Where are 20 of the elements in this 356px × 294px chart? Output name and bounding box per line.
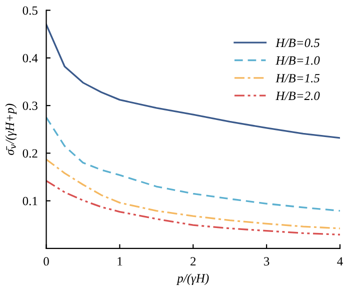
line-series: [46, 158, 340, 230]
legend-label: H/B=1.5: [276, 74, 320, 82]
legend-label: H/B=0.5: [276, 38, 320, 48]
x-tick-label: 2: [190, 257, 196, 266]
x-tick-label: 1: [118, 257, 122, 266]
x-tick-label: 0: [44, 257, 49, 266]
legend-label: H/B=2.0: [276, 92, 320, 100]
line-series: [46, 24, 340, 139]
y-tick-label: 0.4: [22, 54, 38, 62]
line-series: [46, 116, 340, 212]
y-tick-label: 0.5: [22, 6, 38, 15]
y-tick-label: 0.3: [22, 102, 38, 110]
x-tick-label: 4: [337, 257, 343, 266]
y-tick-label: 0.1: [22, 196, 38, 206]
y-axis-title: σ̄$_{v}$/(γH+p): [5, 104, 17, 155]
x-axis-title: p/(γH): [176, 274, 209, 285]
line-series: [46, 180, 340, 236]
y-tick-label: 0.2: [22, 149, 38, 158]
legend-label: H/B=1.0: [276, 56, 320, 65]
x-tick-label: 3: [264, 257, 270, 266]
